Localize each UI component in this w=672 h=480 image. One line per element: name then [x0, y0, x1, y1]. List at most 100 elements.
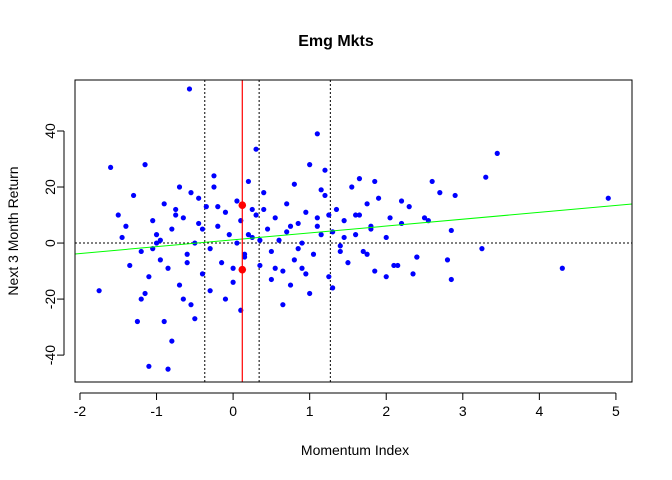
- point: [356, 212, 363, 218]
- point: [429, 178, 435, 185]
- point: [253, 146, 259, 152]
- point: [268, 276, 274, 283]
- point: [479, 246, 485, 252]
- point: [261, 190, 267, 196]
- point: [410, 271, 416, 277]
- point: [199, 271, 206, 277]
- point: [165, 265, 171, 271]
- point: [169, 226, 175, 232]
- point: [318, 187, 324, 193]
- point: [215, 223, 221, 229]
- point: [307, 290, 313, 297]
- point: [207, 246, 213, 252]
- plot-frame: [74, 79, 633, 383]
- point: [356, 176, 363, 182]
- point: [284, 201, 290, 207]
- point: [222, 209, 229, 215]
- point: [180, 296, 186, 302]
- point: [161, 318, 167, 325]
- point: [444, 257, 451, 263]
- point: [303, 271, 309, 277]
- point: [318, 232, 324, 238]
- point: [230, 279, 236, 285]
- point: [421, 215, 428, 221]
- point: [196, 195, 202, 201]
- point: [437, 190, 443, 196]
- point: [165, 366, 171, 372]
- x-tick-label: 2: [382, 403, 390, 419]
- point: [142, 162, 148, 168]
- point: [119, 234, 125, 241]
- point: [448, 227, 454, 234]
- point: [330, 229, 336, 235]
- point: [169, 338, 175, 344]
- point: [157, 237, 163, 243]
- point: [345, 260, 351, 266]
- point: [326, 212, 332, 218]
- point: [142, 290, 148, 297]
- point: [448, 276, 454, 283]
- point: [184, 260, 190, 266]
- x-tick-label: 4: [535, 403, 543, 419]
- point: [249, 234, 255, 241]
- point: [264, 226, 271, 232]
- point: [196, 220, 202, 227]
- point: [337, 243, 343, 249]
- point: [295, 246, 301, 252]
- point: [219, 260, 225, 266]
- point: [153, 240, 160, 246]
- x-tick-label: 1: [306, 403, 314, 419]
- point: [161, 201, 167, 207]
- point: [96, 288, 102, 294]
- point: [257, 262, 263, 269]
- point: [222, 296, 229, 302]
- highlight-point: [238, 265, 247, 274]
- point: [127, 262, 133, 269]
- point: [188, 190, 194, 196]
- point: [272, 265, 278, 271]
- y-axis-label: Next 3 Month Return: [5, 166, 21, 295]
- x-tick-label: -1: [150, 403, 163, 419]
- point: [199, 226, 206, 232]
- x-tick-label: 5: [612, 403, 620, 419]
- point: [303, 209, 309, 215]
- y-tick-label: -40: [42, 345, 58, 365]
- point: [245, 232, 252, 238]
- point: [559, 265, 565, 271]
- point: [395, 262, 401, 269]
- point: [184, 251, 190, 257]
- fit-line: [75, 203, 632, 255]
- point: [253, 212, 259, 218]
- point: [291, 181, 297, 187]
- point: [383, 234, 389, 241]
- point: [234, 198, 240, 204]
- point: [173, 212, 179, 218]
- highlight-point: [238, 201, 247, 210]
- point: [226, 232, 232, 238]
- point: [134, 318, 140, 325]
- point: [211, 173, 217, 179]
- point: [483, 174, 489, 180]
- point: [176, 184, 183, 190]
- point: [192, 316, 198, 322]
- point: [330, 285, 336, 291]
- point: [314, 131, 320, 137]
- point: [176, 282, 183, 288]
- point: [322, 167, 328, 173]
- y-tick-label: 20: [42, 179, 58, 195]
- point: [372, 268, 378, 274]
- point: [349, 184, 355, 190]
- point: [146, 274, 152, 280]
- x-tick-label: 0: [229, 403, 237, 419]
- point: [299, 240, 305, 246]
- point: [494, 150, 500, 156]
- point: [398, 198, 405, 204]
- point: [375, 195, 382, 201]
- point: [299, 265, 305, 271]
- point: [261, 206, 267, 213]
- point: [364, 201, 370, 207]
- point: [249, 206, 255, 213]
- point: [387, 215, 393, 221]
- point: [280, 268, 286, 274]
- point: [322, 192, 328, 199]
